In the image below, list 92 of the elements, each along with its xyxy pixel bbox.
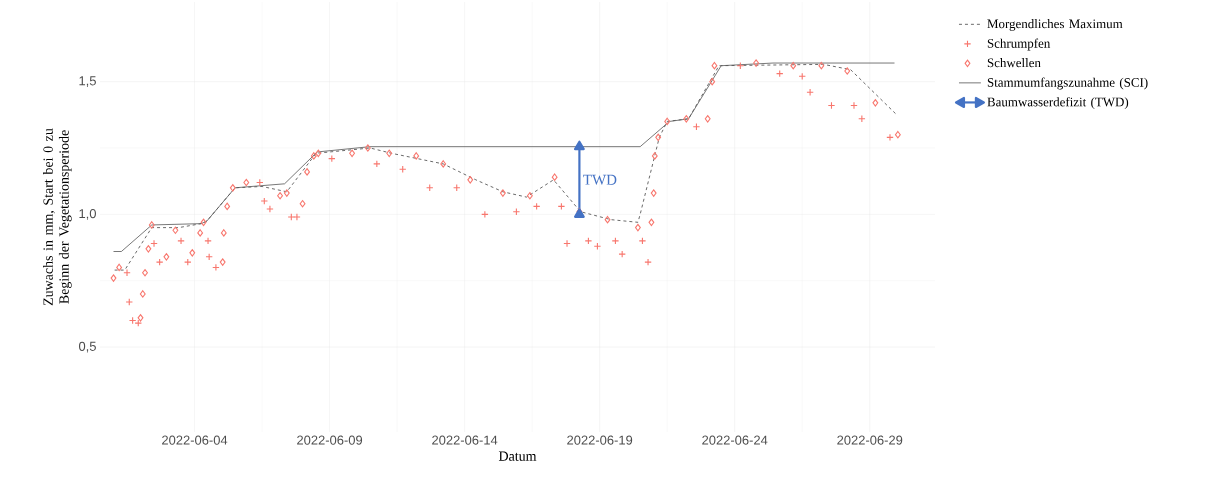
point bbox=[499, 189, 506, 197]
point bbox=[212, 263, 220, 272]
point bbox=[557, 202, 566, 211]
point bbox=[150, 239, 158, 248]
point bbox=[299, 199, 306, 208]
point bbox=[638, 237, 647, 245]
point bbox=[664, 117, 671, 126]
point bbox=[145, 245, 152, 253]
point bbox=[827, 101, 836, 110]
point bbox=[293, 213, 301, 221]
point bbox=[373, 160, 381, 168]
point bbox=[224, 202, 231, 211]
point bbox=[818, 61, 825, 70]
point bbox=[894, 130, 901, 139]
point bbox=[886, 133, 894, 142]
point bbox=[440, 160, 447, 168]
point bbox=[683, 115, 690, 123]
point bbox=[844, 67, 851, 75]
point bbox=[266, 205, 274, 213]
legend-label: Schrumpfen bbox=[987, 38, 1051, 51]
point bbox=[611, 237, 620, 245]
y-axis-title: Zuwachs in mm, Start bei 0 zu Beginn der Vegetationsperiode bbox=[43, 128, 72, 306]
point bbox=[584, 237, 593, 245]
legend-label: Baumwasserdefizit (TWD) bbox=[987, 97, 1129, 109]
point bbox=[116, 263, 123, 272]
point bbox=[709, 77, 716, 86]
point bbox=[850, 101, 858, 110]
y-tick-label: 1,0 bbox=[79, 208, 96, 220]
legend-label: Morgendliches Maximum bbox=[987, 19, 1123, 31]
point bbox=[858, 115, 866, 123]
point bbox=[532, 202, 541, 211]
point bbox=[204, 237, 212, 245]
point bbox=[310, 152, 317, 160]
point bbox=[137, 314, 144, 322]
point bbox=[177, 237, 185, 245]
point bbox=[219, 258, 226, 266]
point bbox=[304, 168, 311, 176]
point bbox=[197, 229, 204, 237]
point bbox=[349, 149, 356, 158]
point bbox=[229, 184, 236, 192]
x-tick-label: 2022-06-09 bbox=[297, 435, 363, 445]
point bbox=[711, 61, 718, 70]
point bbox=[551, 173, 558, 181]
point bbox=[283, 189, 290, 197]
point bbox=[184, 258, 192, 266]
point bbox=[163, 253, 170, 261]
point bbox=[189, 249, 196, 257]
point bbox=[123, 269, 131, 277]
annotation: TWD bbox=[583, 174, 617, 185]
point bbox=[526, 192, 533, 200]
point bbox=[481, 210, 489, 219]
point bbox=[604, 215, 611, 224]
x-tick-label: 2022-06-29 bbox=[837, 435, 903, 445]
point bbox=[753, 59, 760, 67]
point bbox=[648, 218, 655, 227]
legend-label: Stammumfangszunahme (SCI) bbox=[987, 77, 1148, 90]
point bbox=[220, 229, 227, 237]
point bbox=[148, 221, 155, 229]
point bbox=[142, 269, 148, 277]
point bbox=[704, 115, 711, 123]
point bbox=[172, 226, 179, 235]
point bbox=[872, 99, 879, 107]
x-tick-label: 2022-06-04 bbox=[162, 435, 228, 445]
point bbox=[277, 192, 283, 200]
point bbox=[315, 149, 322, 158]
point bbox=[200, 218, 207, 227]
point bbox=[806, 88, 814, 96]
point bbox=[243, 178, 250, 187]
y-tick-label: 0,5 bbox=[78, 341, 96, 353]
point bbox=[364, 144, 371, 152]
point bbox=[260, 197, 269, 205]
y-tick-label: 1,5 bbox=[79, 76, 96, 87]
point bbox=[634, 223, 641, 232]
x-tick-label: 2022-06-14 bbox=[432, 435, 498, 445]
point bbox=[563, 239, 571, 248]
point bbox=[413, 152, 420, 160]
point bbox=[155, 258, 164, 266]
point bbox=[644, 258, 652, 266]
point bbox=[651, 152, 658, 160]
legend-label: Schwellen bbox=[987, 58, 1041, 68]
point bbox=[125, 298, 133, 306]
point bbox=[650, 189, 657, 197]
x-tick-label: 2022-06-24 bbox=[702, 435, 768, 445]
x-tick-label: 2022-06-19 bbox=[567, 435, 633, 445]
point bbox=[790, 61, 797, 70]
point bbox=[139, 290, 146, 298]
point bbox=[655, 133, 662, 142]
x-axis-title: Datum bbox=[498, 451, 537, 461]
point bbox=[467, 176, 474, 184]
point bbox=[386, 149, 393, 158]
point bbox=[287, 213, 296, 221]
point bbox=[110, 274, 117, 282]
